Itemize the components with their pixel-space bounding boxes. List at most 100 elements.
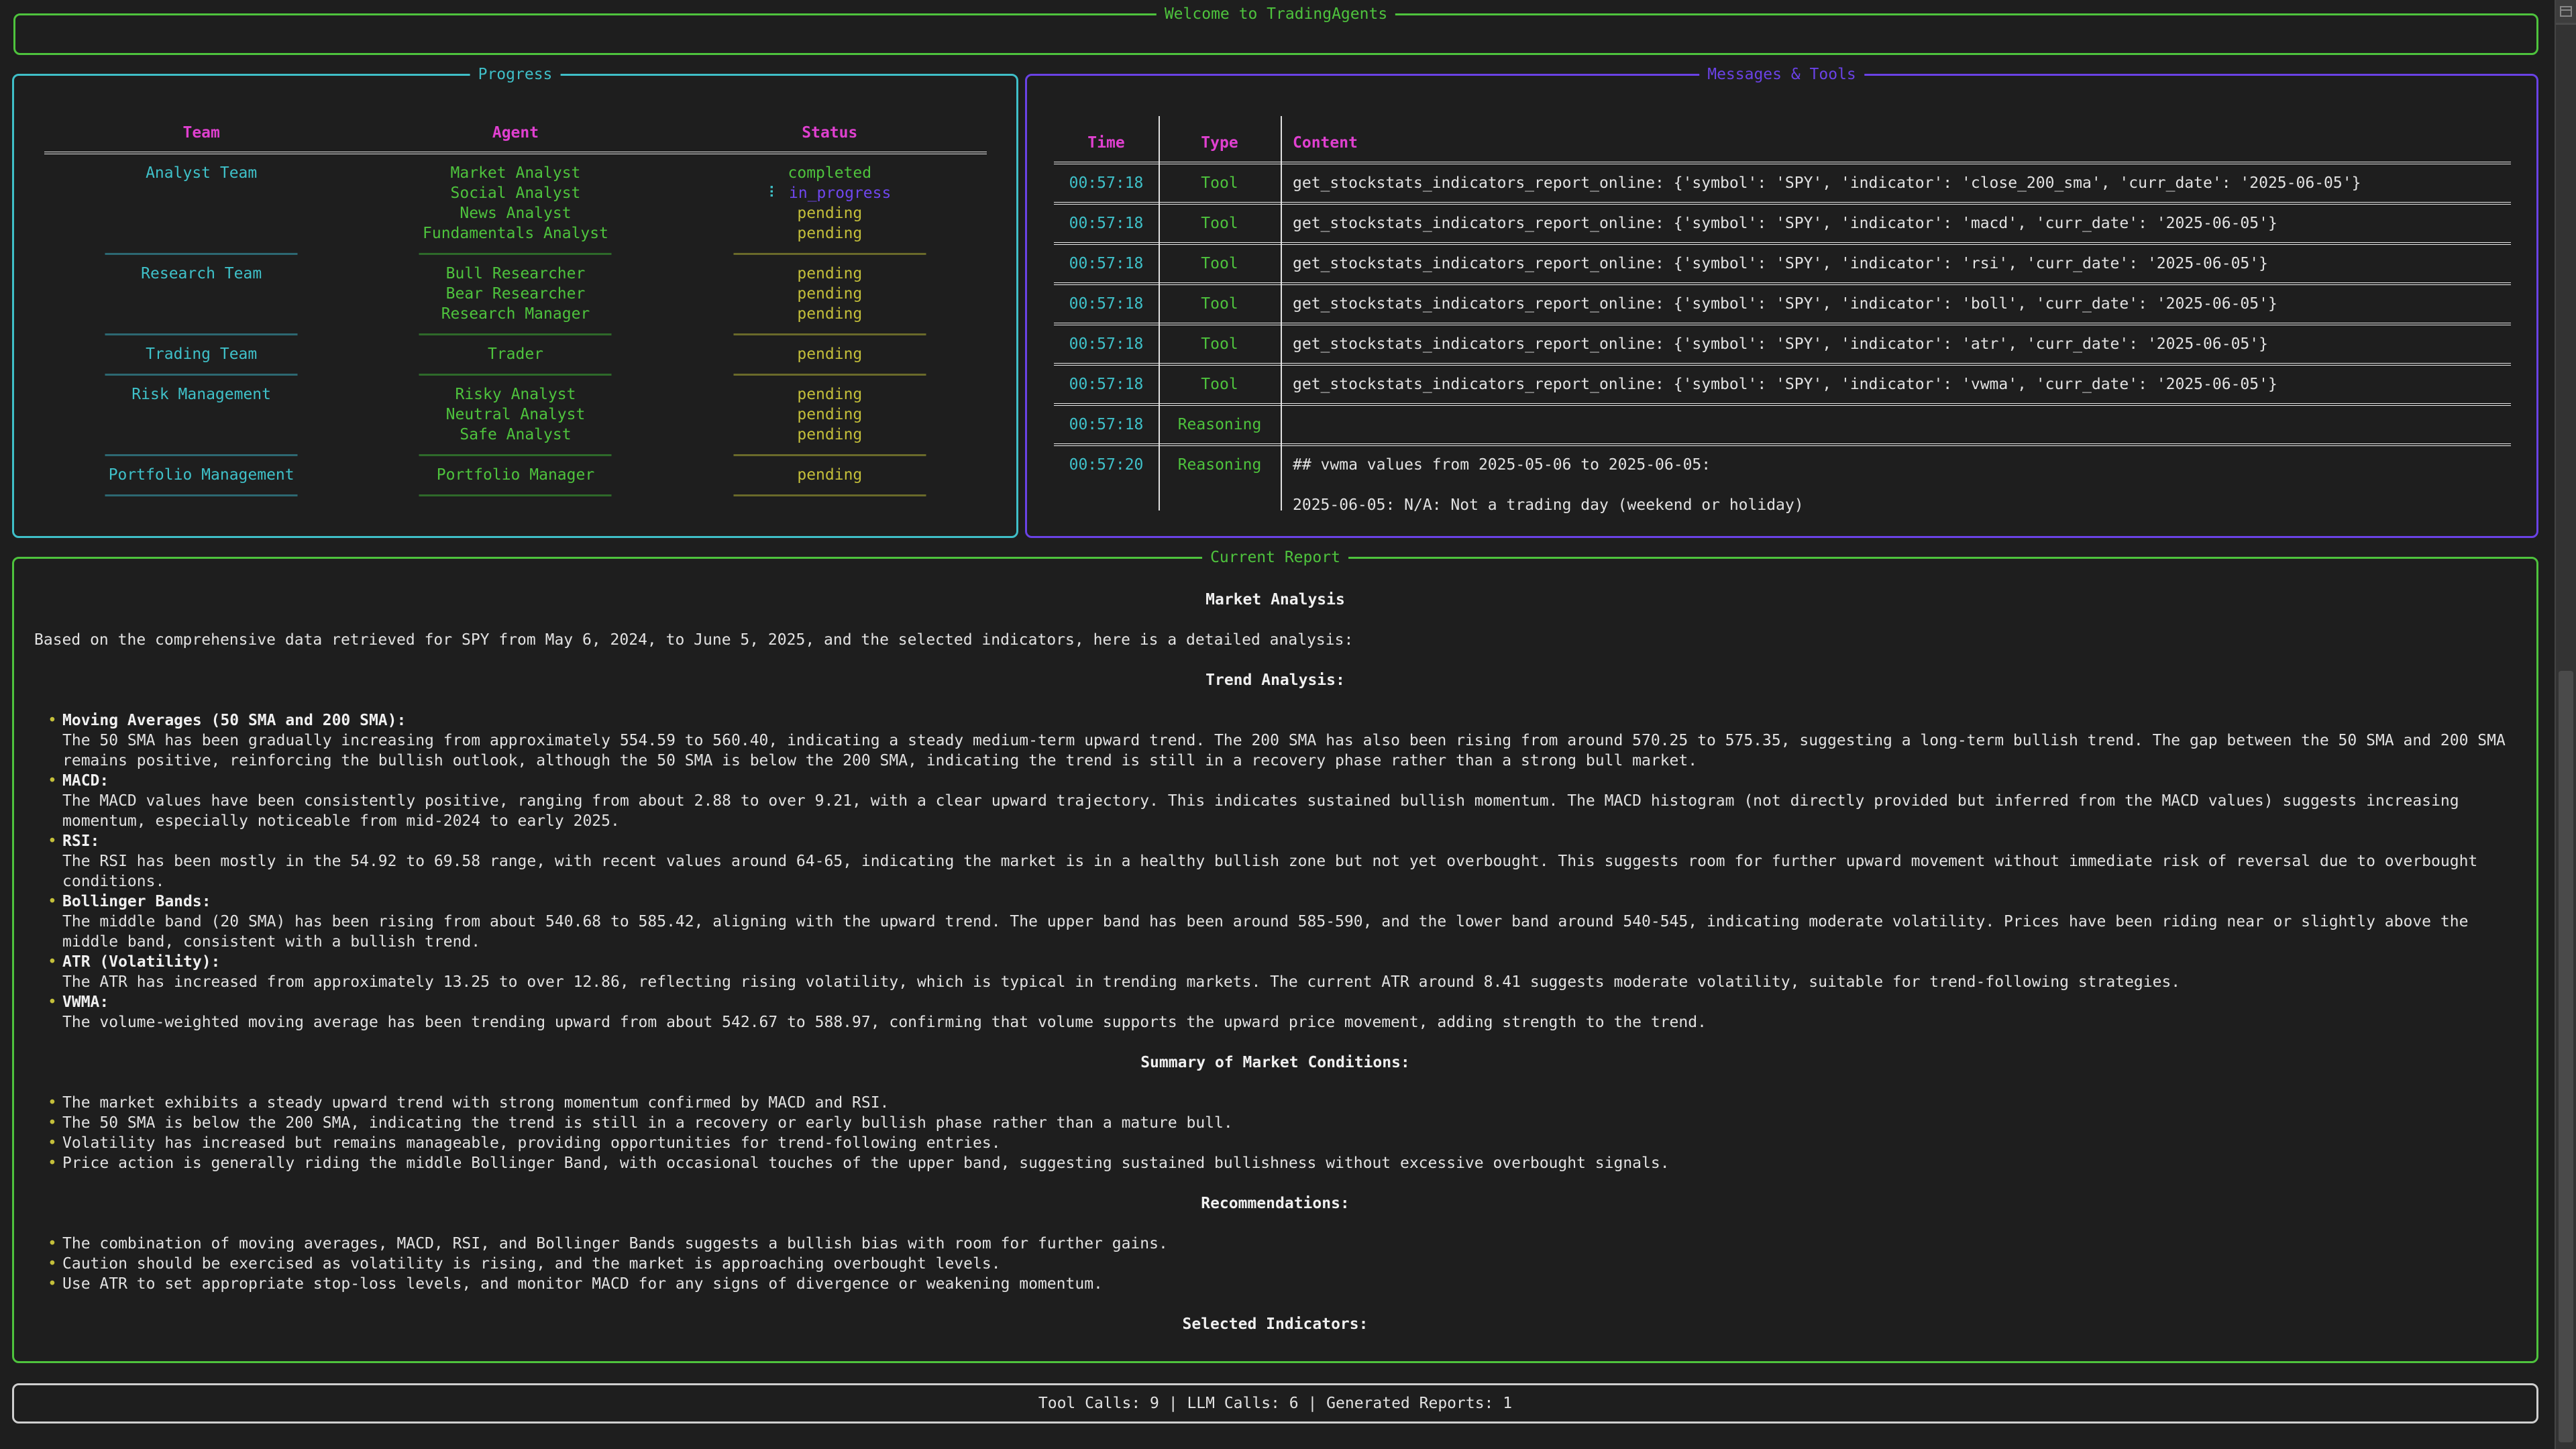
message-time: 00:57:18 <box>1069 335 1144 353</box>
progress-panel: Progress Team Agent Status Analyst Team M… <box>12 64 1018 538</box>
bullet-text: The market exhibits a steady upward tren… <box>62 1094 890 1112</box>
group-separator <box>44 324 987 344</box>
messages-table: Time Type Content 00:57:18 Tool get_stocks… <box>1054 116 2511 515</box>
bullet-icon: • <box>48 1114 57 1132</box>
row-rule <box>1054 193 2511 213</box>
message-type: Tool <box>1201 174 1238 192</box>
message-type: Tool <box>1201 335 1238 353</box>
agent-status: completed <box>673 163 987 183</box>
progress-header-row: Team Agent Status <box>44 123 987 143</box>
row-rule <box>1054 435 2511 455</box>
bullet-text: The ATR has increased from approximately… <box>62 973 2181 991</box>
progress-row: Analyst Team Market Analyst completed <box>44 163 987 183</box>
bullet-text: Caution should be exercised as volatilit… <box>62 1255 1001 1273</box>
welcome-title: Welcome to TradingAgents <box>1156 4 1396 24</box>
bullet-text: Use ATR to set appropriate stop-loss lev… <box>62 1275 1103 1293</box>
bullet-text: The RSI has been mostly in the 54.92 to … <box>62 853 2478 890</box>
agent-name: Neutral Analyst <box>445 406 586 423</box>
team-name <box>44 425 358 445</box>
blank-line <box>34 1214 2516 1234</box>
row-rule <box>1054 153 2511 173</box>
messages-title: Messages & Tools <box>1699 64 1864 85</box>
message-content: get_stockstats_indicators_report_online:… <box>1293 174 2361 192</box>
welcome-panel: Welcome to TradingAgents <box>13 4 2538 55</box>
message-content: get_stockstats_indicators_report_online:… <box>1293 376 2277 393</box>
message-content: get_stockstats_indicators_report_online:… <box>1293 215 2277 232</box>
report-bullet: • Caution should be exercised as volatili… <box>34 1254 2516 1274</box>
progress-row: Research Team Bull Researcher pending <box>44 264 987 284</box>
agent-status: pending <box>673 264 987 284</box>
agent-name: Social Analyst <box>450 184 581 202</box>
status-text: pending <box>797 285 863 303</box>
progress-title: Progress <box>470 64 561 85</box>
team-name: Trading Team <box>146 345 258 363</box>
report-bullet: • The combination of moving averages, MAC… <box>34 1234 2516 1254</box>
agent-status: pending <box>673 425 987 445</box>
team-name: Risk Management <box>131 386 272 403</box>
report-heading: Market Analysis <box>1205 591 1345 608</box>
team-name <box>44 203 358 223</box>
bullet-text: The 50 SMA has been gradually increasing… <box>62 732 2506 769</box>
blank-line <box>34 1032 2516 1053</box>
progress-row: Portfolio Management Portfolio Manager pen… <box>44 465 987 485</box>
scrollbar-thumb[interactable] <box>2559 671 2573 1442</box>
bullet-text: The 50 SMA is below the 200 SMA, indicat… <box>62 1114 1233 1132</box>
report-bullet: • Volatility has increased but remains ma… <box>34 1133 2516 1153</box>
group-separator <box>44 244 987 264</box>
team-name: Research Team <box>141 265 262 282</box>
report-bullet: • The 50 SMA is below the 200 SMA, indica… <box>34 1113 2516 1133</box>
report-bullet: • ATR (Volatility): The ATR has increased … <box>34 952 2516 992</box>
agent-name: Risky Analyst <box>455 386 576 403</box>
stats-footer: Tool Calls: 9 | LLM Calls: 6 | Generated… <box>12 1383 2538 1424</box>
row-rule <box>1054 394 2511 415</box>
bullet-label: VWMA: <box>62 994 109 1011</box>
message-content: get_stockstats_indicators_report_online:… <box>1293 255 2268 272</box>
agent-name: Bear Researcher <box>445 285 586 303</box>
message-time: 00:57:20 <box>1069 456 1144 474</box>
header-type: Type <box>1201 134 1238 152</box>
bullet-text: Volatility has increased but remains man… <box>62 1134 1001 1152</box>
scrollbar-menu-button[interactable] <box>2556 0 2576 25</box>
team-name <box>44 304 358 324</box>
team-name: Analyst Team <box>146 164 258 182</box>
scrollbar[interactable] <box>2555 0 2576 1449</box>
progress-row: Fundamentals Analyst pending <box>44 223 987 244</box>
report-bullet: • Price action is generally riding the mi… <box>34 1153 2516 1173</box>
status-text: pending <box>797 466 863 484</box>
header-team: Team <box>182 124 220 142</box>
progress-row: Risk Management Risky Analyst pending <box>44 384 987 405</box>
team-name <box>44 183 358 203</box>
agent-status: pending <box>673 284 987 304</box>
agent-name: Market Analyst <box>450 164 581 182</box>
bullet-text: The combination of moving averages, MACD… <box>62 1235 1168 1252</box>
report-bullet: • The market exhibits a steady upward tre… <box>34 1093 2516 1113</box>
row-rule <box>1054 274 2511 294</box>
column-divider <box>1281 116 1282 511</box>
message-content: get_stockstats_indicators_report_online:… <box>1293 295 2277 313</box>
bullet-icon: • <box>48 1155 57 1172</box>
team-name: Portfolio Management <box>108 466 294 484</box>
report-bullet: • Moving Averages (50 SMA and 200 SMA): Th… <box>34 710 2516 771</box>
agent-name: Portfolio Manager <box>436 466 595 484</box>
bullet-label: ATR (Volatility): <box>62 953 221 971</box>
row-rule <box>1054 314 2511 334</box>
bullet-icon: • <box>48 893 57 910</box>
stats-text: Tool Calls: 9 | LLM Calls: 6 | Generated… <box>1038 1395 1513 1412</box>
progress-row: Bear Researcher pending <box>44 284 987 304</box>
team-name <box>44 284 358 304</box>
agent-name: Bull Researcher <box>445 265 586 282</box>
report-bullet: • VWMA: The volume-weighted moving average… <box>34 992 2516 1032</box>
agent-status: pending <box>673 465 987 485</box>
header-status: Status <box>802 124 858 142</box>
progress-row: Research Manager pending <box>44 304 987 324</box>
progress-row: Neutral Analyst pending <box>44 405 987 425</box>
message-type: Tool <box>1201 295 1238 313</box>
status-text: pending <box>797 205 863 222</box>
status-text: pending <box>797 426 863 443</box>
message-time: 00:57:18 <box>1069 376 1144 393</box>
message-row: 00:57:18 Tool get_stockstats_indicators_re… <box>1054 374 2511 394</box>
status-text: pending <box>797 265 863 282</box>
message-row: 00:57:18 Tool get_stockstats_indicators_re… <box>1054 334 2511 354</box>
agent-name: News Analyst <box>460 205 572 222</box>
bullet-icon: • <box>48 772 57 790</box>
